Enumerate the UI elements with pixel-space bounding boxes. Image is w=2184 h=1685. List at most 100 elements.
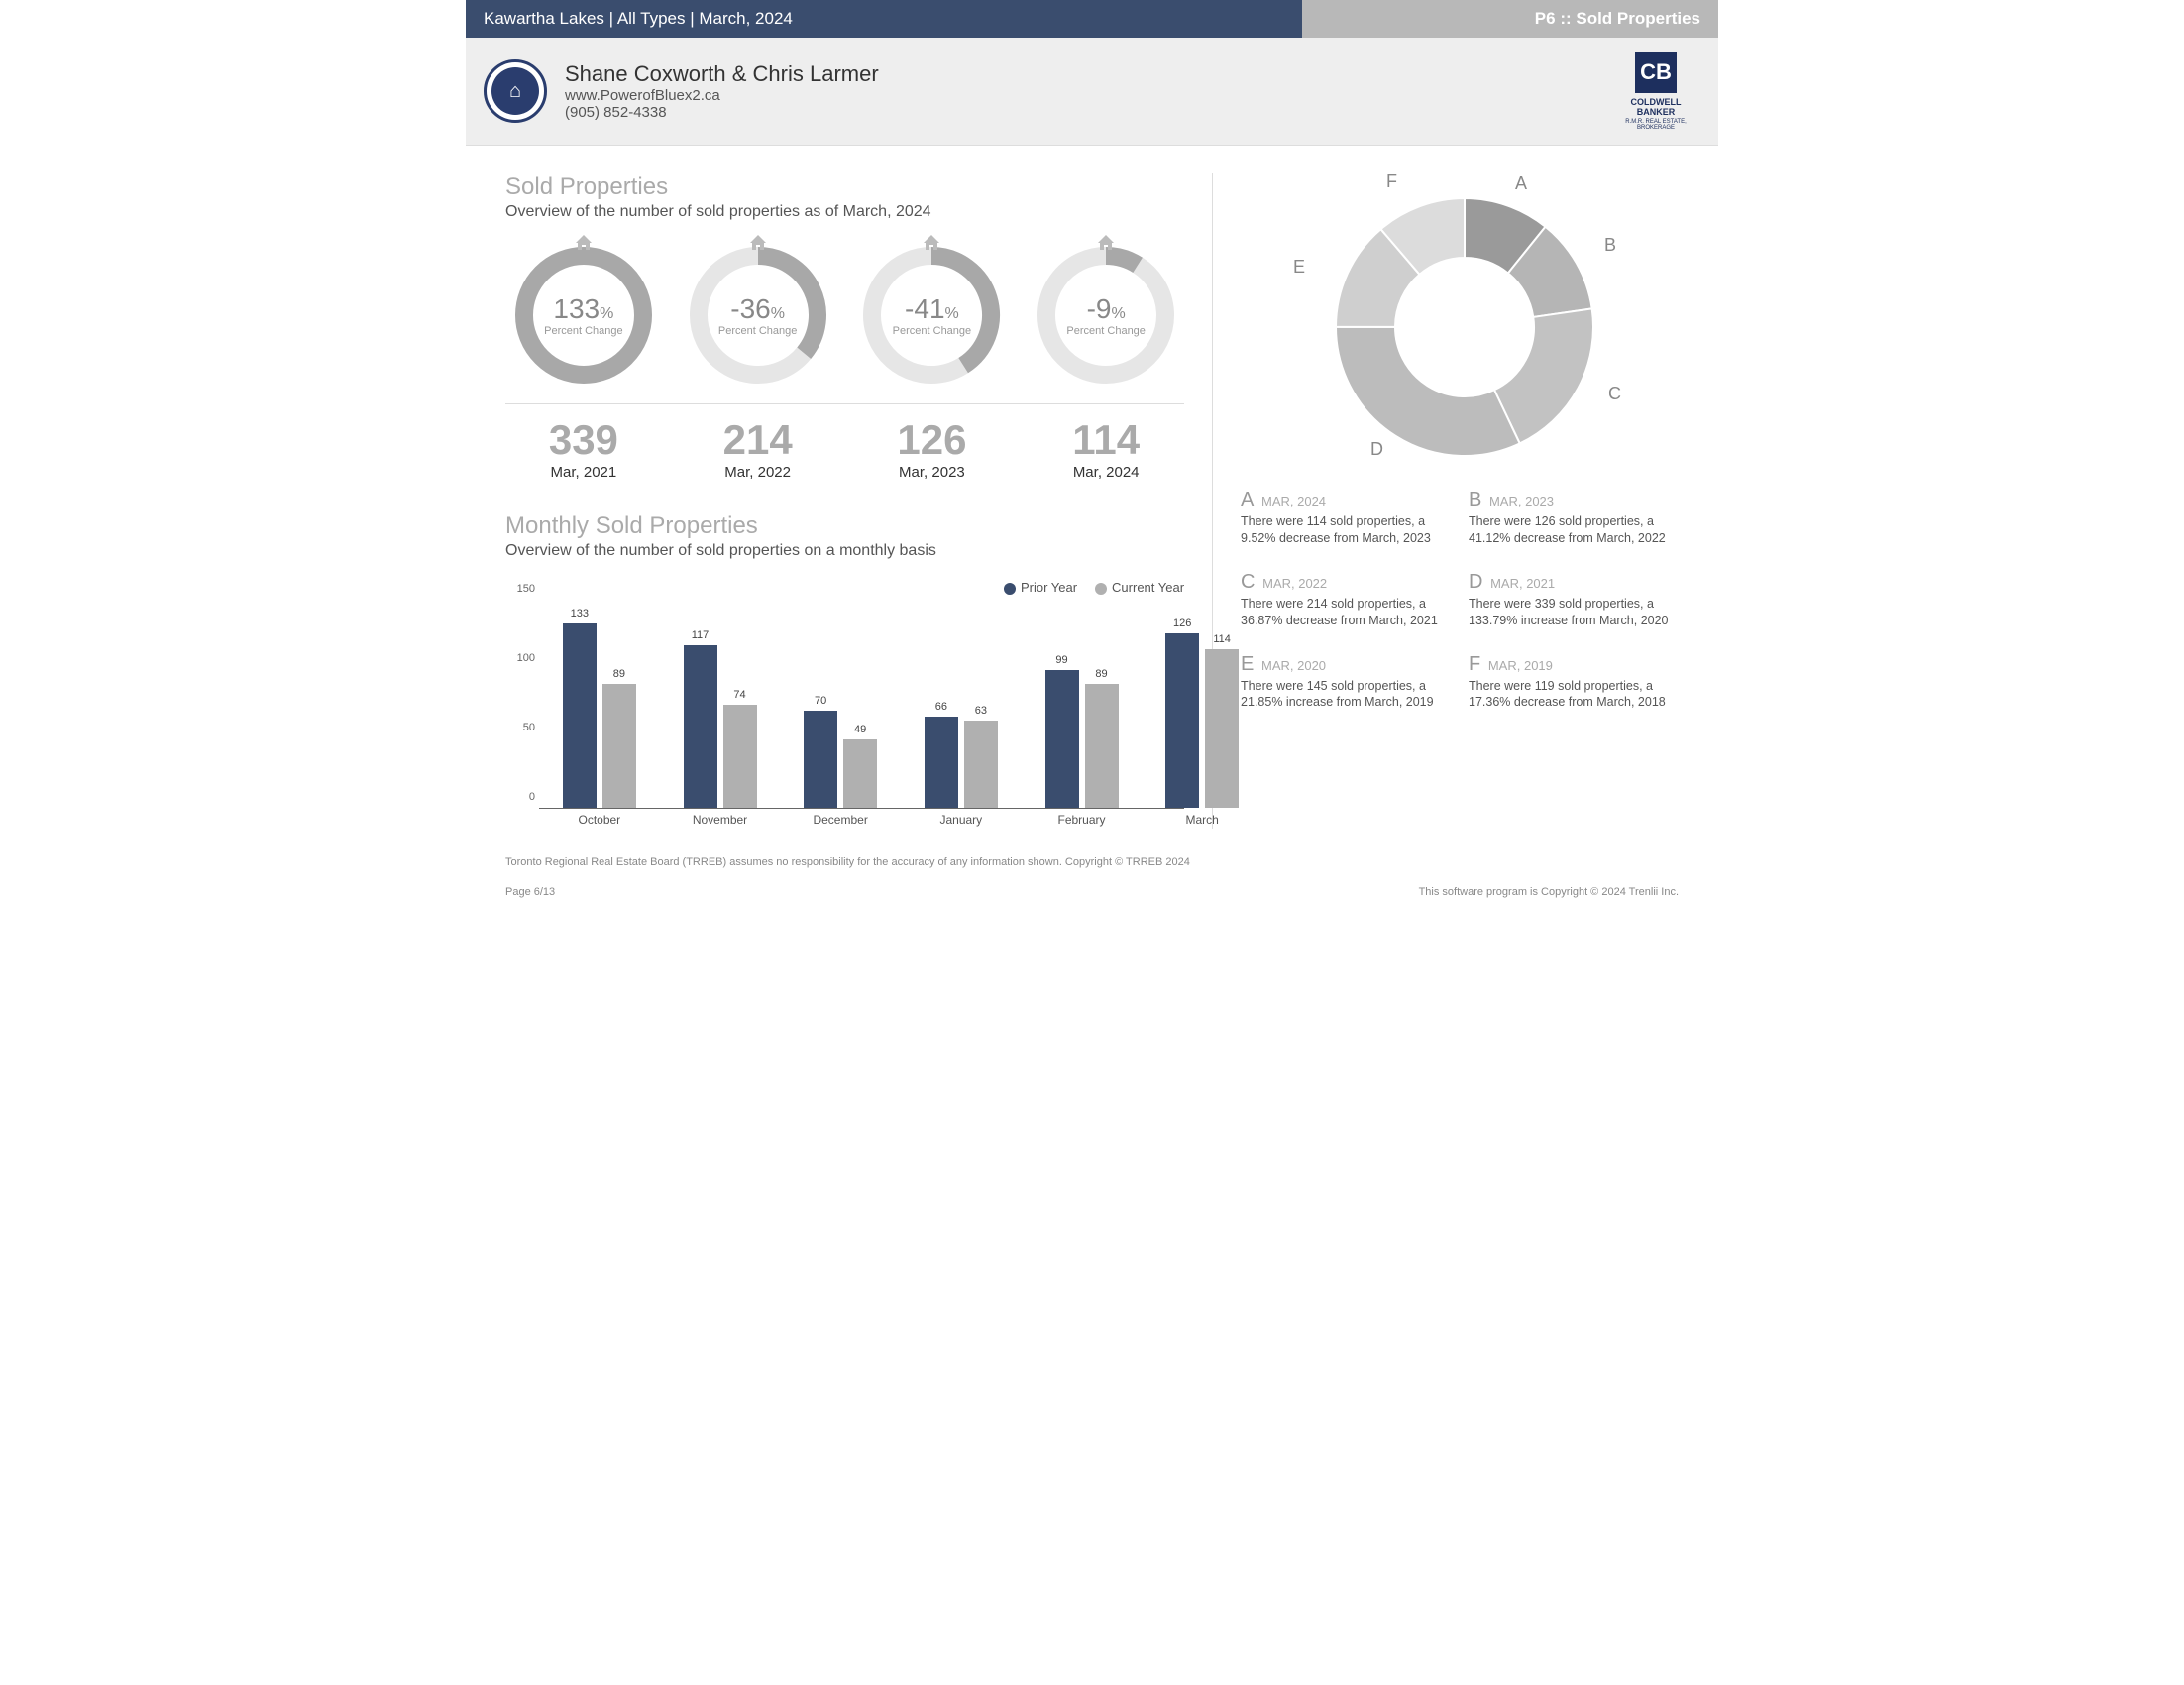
bar-label: 49 [854,724,866,735]
count-value: 126 [854,416,1011,464]
legend-head: F MAR, 2019 [1469,653,1679,676]
brand-line1: COLDWELL [1611,97,1700,107]
x-label: October [555,813,644,827]
month-group: 133 89 [555,623,644,808]
y-tick: 100 [517,652,535,664]
agent-bar: ⌂ Shane Coxworth & Chris Larmer www.Powe… [466,38,1718,146]
bar-prior: 66 [925,717,958,808]
agent-logo: ⌂ [484,59,547,123]
bar-label: 66 [935,701,947,713]
count-2: 126 Mar, 2023 [854,416,1011,481]
bar-prior: 126 [1165,633,1199,808]
y-axis: 050100150 [505,601,539,809]
legend-item-F: F MAR, 2019 There were 119 sold properti… [1469,653,1679,712]
donut-svg [1291,173,1628,471]
count-0: 339 Mar, 2021 [505,416,662,481]
donut-legend: A MAR, 2024 There were 114 sold properti… [1241,489,1679,711]
monthly-subtitle: Overview of the number of sold propertie… [505,542,1184,560]
gauge-0: 133% Percent Change [505,241,662,390]
gauge-value: -9% [1087,293,1126,325]
legend-head: E MAR, 2020 [1241,653,1451,676]
agent-info: Shane Coxworth & Chris Larmer www.Powero… [565,61,1611,121]
legend-head: C MAR, 2022 [1241,571,1451,594]
gauge-1: -36% Percent Change [680,241,836,390]
agent-phone: (905) 852-4338 [565,104,1611,121]
left-column: Sold Properties Overview of the number o… [505,173,1184,829]
count-value: 214 [680,416,836,464]
top-bar-right: P6 :: Sold Properties [1302,0,1718,38]
bar-label: 89 [613,668,625,680]
gauge-value: -36% [730,293,785,325]
gauge-3: -9% Percent Change [1028,241,1184,390]
agent-name: Shane Coxworth & Chris Larmer [565,61,1611,87]
month-group: 66 63 [917,717,1006,808]
gauge-label: Percent Change [718,325,798,337]
sold-title: Sold Properties [505,173,1184,201]
count-value: 114 [1028,416,1184,464]
swatch-prior-icon [1004,583,1016,595]
gauge-value: -41% [905,293,959,325]
count-date: Mar, 2021 [505,464,662,481]
bar-label: 89 [1095,668,1107,680]
brand-mark-icon: CB [1635,52,1677,93]
bar-current: 63 [964,721,998,808]
swatch-current-icon [1095,583,1107,595]
donut-label-C: C [1608,384,1621,404]
bar-label: 99 [1055,654,1067,666]
y-tick: 150 [517,583,535,595]
top-bar-left: Kawartha Lakes | All Types | March, 2024 [466,0,1302,38]
donut-chart: ABCDEF [1291,173,1628,471]
bar-label: 70 [815,695,826,707]
bar-label: 63 [975,705,987,717]
legend-item-C: C MAR, 2022 There were 214 sold properti… [1241,571,1451,629]
x-axis-labels: OctoberNovemberDecemberJanuaryFebruaryMa… [539,809,1184,829]
footer: Toronto Regional Real Estate Board (TRRE… [466,839,1718,922]
legend-body: There were 145 sold properties, a 21.85%… [1241,678,1451,712]
counts-row: 339 Mar, 2021214 Mar, 2022126 Mar, 20231… [505,416,1184,481]
monthly-title: Monthly Sold Properties [505,512,1184,540]
bar-label: 133 [571,608,589,619]
x-label: March [1157,813,1247,827]
bar-prior: 133 [563,623,597,808]
count-3: 114 Mar, 2024 [1028,416,1184,481]
page-number: Page 6/13 [505,886,555,898]
legend-body: There were 214 sold properties, a 36.87%… [1241,596,1451,629]
month-group: 126 114 [1157,633,1247,808]
gauge-value: 133% [553,293,613,325]
legend-item-A: A MAR, 2024 There were 114 sold properti… [1241,489,1451,547]
y-tick: 50 [523,722,535,733]
count-value: 339 [505,416,662,464]
legend-body: There were 126 sold properties, a 41.12%… [1469,513,1679,547]
y-tick: 0 [529,791,535,803]
legend-current: Current Year [1095,580,1184,595]
gauge-label: Percent Change [893,325,972,337]
monthly-section: Monthly Sold Properties Overview of the … [505,512,1184,829]
donut-label-D: D [1370,439,1383,460]
x-label: December [796,813,885,827]
right-column: ABCDEF A MAR, 2024 There were 114 sold p… [1212,173,1679,829]
donut-label-E: E [1293,257,1305,278]
plot-area: 133 89 117 74 70 49 66 63 99 89 126 114 [539,601,1184,809]
bar-current: 49 [843,739,877,808]
bar-current: 114 [1205,649,1239,808]
month-group: 70 49 [796,711,885,808]
agent-site: www.PowerofBluex2.ca [565,87,1611,104]
bar-label: 117 [692,629,710,641]
chart-legend: Prior Year Current Year [505,580,1184,595]
gauge-2: -41% Percent Change [854,241,1011,390]
count-date: Mar, 2022 [680,464,836,481]
bar-current: 89 [602,684,636,808]
main-content: Sold Properties Overview of the number o… [466,146,1718,839]
bar-current: 74 [723,705,757,808]
software-credit: This software program is Copyright © 202… [1419,886,1679,898]
disclaimer: Toronto Regional Real Estate Board (TRRE… [505,856,1679,868]
legend-body: There were 119 sold properties, a 17.36%… [1469,678,1679,712]
donut-label-A: A [1515,173,1527,194]
donut-segment-D [1336,327,1520,456]
bar-prior: 70 [804,711,837,808]
month-group: 99 89 [1037,670,1127,808]
legend-head: D MAR, 2021 [1469,571,1679,594]
donut-label-F: F [1386,171,1397,192]
count-date: Mar, 2023 [854,464,1011,481]
gauge-label: Percent Change [1066,325,1146,337]
